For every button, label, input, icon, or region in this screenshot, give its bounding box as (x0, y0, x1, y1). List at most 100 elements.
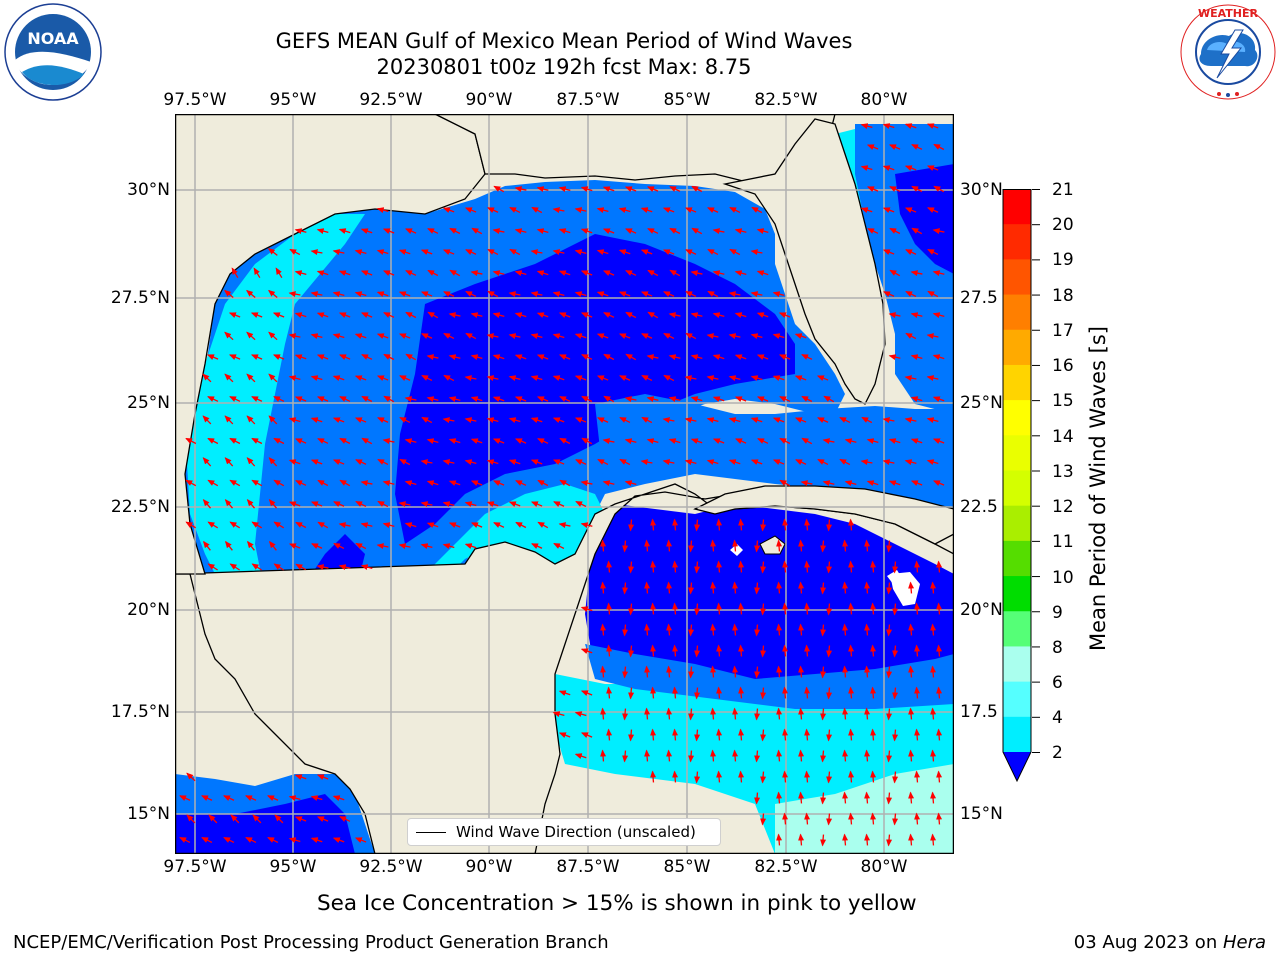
wind-wave-arrow (751, 206, 763, 214)
wind-wave-arrow (826, 561, 833, 574)
colorbar-tick: 6 (1052, 673, 1063, 693)
wind-wave-arrow (618, 249, 631, 256)
wind-wave-arrow (910, 438, 923, 444)
wind-wave-arrow (910, 480, 923, 486)
wind-wave-arrow (779, 479, 791, 487)
wind-wave-arrow (691, 227, 703, 235)
wind-wave-arrow (245, 795, 257, 801)
map-frame (175, 114, 954, 854)
wind-wave-arrow (530, 291, 543, 298)
wind-wave-arrow (552, 711, 565, 718)
wind-wave-arrow (574, 333, 587, 340)
wind-wave-arrow (338, 228, 351, 235)
wind-wave-arrow (685, 291, 697, 297)
wind-wave-arrow (448, 522, 461, 528)
wind-wave-arrow (600, 623, 607, 636)
wind-wave-arrow (464, 207, 477, 213)
wind-wave-arrow (202, 373, 212, 383)
wind-wave-arrow (892, 561, 899, 574)
wind-wave-arrow (580, 228, 593, 234)
wind-wave-arrow (311, 543, 323, 549)
wind-wave-arrow (685, 332, 697, 340)
wind-wave-arrow (710, 539, 717, 552)
wind-wave-arrow (246, 499, 256, 509)
wind-wave-arrow (932, 270, 945, 277)
wind-wave-arrow (552, 249, 565, 256)
wind-wave-arrow (603, 312, 615, 318)
wind-wave-arrow (904, 165, 917, 171)
wind-wave-arrow (641, 375, 653, 381)
wind-wave-arrow (558, 732, 571, 738)
wind-wave-arrow (842, 581, 849, 594)
wind-wave-arrow (904, 375, 917, 382)
wind-wave-arrow (288, 291, 301, 298)
wind-wave-arrow (398, 249, 411, 256)
wind-wave-arrow (860, 207, 873, 214)
wind-wave-arrow (932, 438, 945, 444)
wind-wave-arrow (245, 837, 257, 843)
wind-wave-arrow (622, 582, 629, 595)
wind-wave-arrow (536, 228, 549, 235)
wind-wave-arrow (927, 290, 939, 298)
legend-line-swatch (416, 831, 446, 833)
wind-wave-arrow (559, 396, 571, 402)
wind-wave-arrow (207, 521, 219, 529)
wind-wave-arrow (558, 228, 571, 235)
wind-wave-arrow (820, 624, 827, 637)
wind-wave-arrow (552, 375, 565, 382)
wind-wave-arrow (537, 479, 549, 487)
wind-wave-arrow (310, 375, 323, 382)
wind-wave-arrow (669, 186, 681, 192)
colorbar-band (1003, 364, 1031, 401)
wind-wave-arrow (486, 333, 499, 340)
wind-wave-arrow (294, 270, 307, 277)
wind-wave-arrow (820, 708, 827, 721)
wind-wave-arrow (442, 249, 455, 255)
wind-wave-arrow (760, 603, 767, 616)
wind-wave-arrow (224, 499, 234, 509)
wind-wave-arrow (625, 353, 637, 361)
wind-wave-arrow (738, 518, 745, 531)
wind-wave-arrow (826, 729, 833, 742)
wind-wave-arrow (801, 437, 813, 445)
colorbar-tick: 11 (1052, 532, 1074, 552)
lon-label-bottom: 82.5°W (754, 857, 818, 877)
wind-wave-arrow (672, 686, 679, 699)
wind-wave-arrow (558, 690, 571, 696)
wind-wave-arrow (707, 207, 719, 213)
wind-wave-arrow (640, 459, 653, 466)
wind-wave-arrow (666, 623, 673, 636)
colorbar-ticks (1032, 189, 1042, 754)
wind-wave-arrow (688, 624, 695, 637)
wind-wave-arrow (508, 333, 521, 340)
wind-wave-arrow (596, 249, 609, 256)
wind-wave-arrow (492, 396, 505, 402)
wind-wave-arrow (294, 354, 307, 360)
colorbar-tick: 21 (1052, 180, 1074, 200)
wind-wave-arrow (574, 753, 587, 760)
wind-wave-arrow (734, 396, 747, 402)
wind-wave-arrow (420, 501, 433, 508)
wind-wave-arrow (905, 291, 917, 297)
wind-wave-arrow (712, 438, 725, 444)
wind-wave-arrow (760, 771, 767, 784)
wind-wave-arrow (892, 603, 899, 616)
lat-label-right: 30°N (960, 180, 1003, 200)
wind-wave-arrow (202, 457, 212, 467)
lon-label-top: 87.5°W (556, 90, 620, 110)
wind-wave-arrow (332, 249, 345, 256)
pacific-deep (175, 794, 355, 854)
wind-wave-arrow (404, 396, 417, 403)
wind-wave-arrow (647, 228, 659, 234)
wind-wave-arrow (360, 228, 373, 234)
wind-wave-arrow (294, 396, 307, 402)
wind-wave-arrow (558, 522, 571, 529)
wind-wave-arrow (732, 581, 739, 594)
wind-wave-arrow (273, 479, 285, 487)
wind-wave-arrow (317, 438, 329, 444)
lon-label-top: 97.5°W (163, 90, 227, 110)
wind-wave-arrow (892, 687, 899, 700)
wind-wave-arrow (712, 354, 725, 361)
wind-wave-arrow (760, 561, 767, 574)
wind-wave-arrow (405, 353, 417, 361)
